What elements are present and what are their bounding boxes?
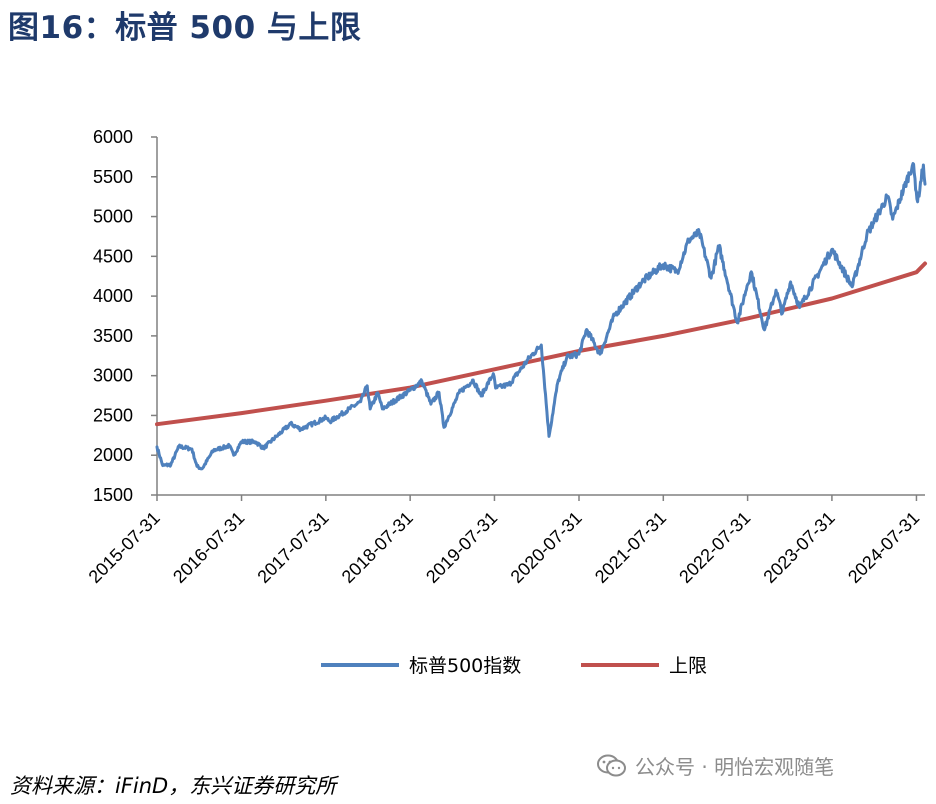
wechat-icon [597, 754, 627, 778]
y-tick-label: 3500 [93, 326, 133, 346]
y-tick-label: 4500 [93, 246, 133, 266]
x-tick-label: 2017-07-31 [253, 508, 332, 587]
y-tick-label: 4000 [93, 286, 133, 306]
x-tick-label: 2016-07-31 [169, 508, 248, 587]
watermark: 公众号 · 明怡宏观随笔 [597, 751, 834, 780]
x-tick-label: 2015-07-31 [85, 508, 164, 587]
watermark-text: 公众号 · 明怡宏观随笔 [635, 755, 835, 779]
chart-title: 图16：标普 500 与上限 [8, 10, 362, 46]
x-tick-label: 2018-07-31 [338, 508, 417, 587]
x-tick-label: 2020-07-31 [507, 508, 586, 587]
x-axis: 2015-07-31 2016-07-31 2017-07-31 2018-07-31… [85, 494, 925, 587]
y-tick-label: 1500 [93, 485, 133, 505]
legend-label: 标普500指数 [409, 655, 521, 677]
y-tick-label: 2500 [93, 405, 133, 425]
legend: 标普500指数 上限 [321, 655, 707, 677]
source-note: 资料来源：iFinD，东兴证券研究所 [10, 774, 337, 798]
y-tick-label: 3000 [93, 366, 133, 386]
x-tick-label: 2019-07-31 [422, 508, 501, 587]
y-axis: 1500 2000 2500 3000 3500 4000 4500 5000 5500 6000 [93, 127, 158, 505]
legend-label: 上限 [669, 655, 707, 677]
sp500-series-line [155, 162, 927, 471]
series-layer [155, 162, 927, 471]
x-tick-label: 2021-07-31 [591, 508, 670, 587]
x-tick-label: 2022-07-31 [675, 508, 754, 587]
y-tick-label: 6000 [93, 127, 133, 147]
y-tick-label: 5000 [93, 207, 133, 227]
x-tick-label: 2024-07-31 [844, 508, 923, 587]
line-chart: 1500 2000 2500 3000 3500 4000 4500 5000 5500 6000… [85, 127, 927, 677]
y-tick-label: 5500 [93, 167, 133, 187]
x-tick-label: 2023-07-31 [759, 508, 838, 587]
y-tick-label: 2000 [93, 445, 133, 465]
